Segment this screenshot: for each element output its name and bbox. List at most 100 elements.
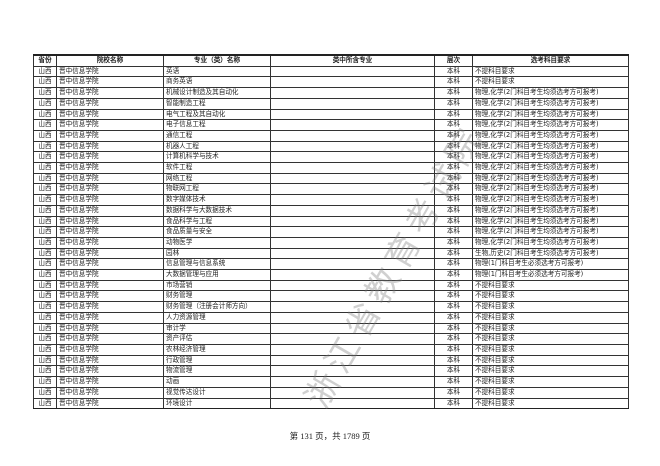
table-cell: 食品科学与工程 xyxy=(163,215,271,228)
table-cell: 本科 xyxy=(434,108,473,121)
admission-table: 省份 院校名称 专业（类）名称 类中所含专业 层次 选考科目要求 山西 晋中信息学院 英语 本科… xyxy=(33,53,629,410)
table-cell: 晋中信息学院 xyxy=(56,97,164,110)
table-cell: 山西 xyxy=(33,119,57,131)
table-cell: 英语 xyxy=(163,65,271,78)
table-cell: 农林经济管理 xyxy=(163,343,271,356)
table-cell: 晋中信息学院 xyxy=(56,247,164,260)
table-row: 山西 晋中信息学院 食品科学与工程 本科 物理,化学(2门科目考生均须选考方可报考) xyxy=(33,215,629,228)
table-cell: 人力资源管理 xyxy=(163,311,271,324)
table-cell: 不提科目要求 xyxy=(472,322,629,335)
table-cell xyxy=(270,279,435,292)
table-cell: 大数据管理与应用 xyxy=(163,269,271,281)
table-cell: 山西 xyxy=(33,140,57,153)
table-cell xyxy=(270,172,435,185)
table-row: 山西 晋中信息学院 视觉传达设计 本科 不提科目要求 xyxy=(33,386,629,399)
table-cell: 物理,化学(2门科目考生均须选考方可报考) xyxy=(472,236,629,249)
column-header: 省份 xyxy=(33,53,57,67)
table-cell: 晋中信息学院 xyxy=(56,162,164,174)
table-row: 山西 晋中信息学院 行政管理 本科 不提科目要求 xyxy=(33,354,629,367)
table-cell: 山西 xyxy=(33,87,57,99)
table-row: 山西 晋中信息学院 商务英语 本科 不提科目要求 xyxy=(33,76,629,89)
table-cell: 物理,化学(2门科目考生均须选考方可报考) xyxy=(472,140,629,153)
table-cell xyxy=(270,301,435,313)
table-cell: 物理,化学(2门科目考生均须选考方可报考) xyxy=(472,194,629,206)
table-cell: 晋中信息学院 xyxy=(56,108,164,121)
table-cell: 本科 xyxy=(434,236,473,249)
table-cell: 不提科目要求 xyxy=(472,376,629,388)
table-cell: 山西 xyxy=(33,354,57,367)
table-cell: 山西 xyxy=(33,162,57,174)
table-cell: 晋中信息学院 xyxy=(56,301,164,313)
table-cell: 行政管理 xyxy=(163,354,271,367)
table-cell: 山西 xyxy=(33,397,57,410)
table-cell: 本科 xyxy=(434,343,473,356)
table-cell xyxy=(270,397,435,410)
table-cell: 山西 xyxy=(33,65,57,78)
table-cell: 物理,化学(2门科目考生均须选考方可报考) xyxy=(472,226,629,238)
table-cell xyxy=(270,343,435,356)
table-cell: 本科 xyxy=(434,333,473,345)
table-row: 山西 晋中信息学院 软件工程 本科 物理,化学(2门科目考生均须选考方可报考) xyxy=(33,162,629,174)
table-cell: 晋中信息学院 xyxy=(56,215,164,228)
table-cell xyxy=(270,119,435,131)
table-cell: 山西 xyxy=(33,172,57,185)
table-cell: 不提科目要求 xyxy=(472,333,629,345)
table-row: 山西 晋中信息学院 财务管理 本科 不提科目要求 xyxy=(33,290,629,303)
table-cell: 物理,化学(2门科目考生均须选考方可报考) xyxy=(472,87,629,99)
table-cell: 物理,化学(2门科目考生均须选考方可报考) xyxy=(472,97,629,110)
page-footer: 第 131 页，共 1789 页 xyxy=(289,431,371,441)
table-row: 山西 晋中信息学院 信息管理与信息系统 本科 物理(1门科目考生必须选考方可报考) xyxy=(33,258,629,271)
table-cell: 本科 xyxy=(434,258,473,271)
table-cell xyxy=(270,204,435,217)
table-cell xyxy=(270,65,435,78)
table-cell: 晋中信息学院 xyxy=(56,204,164,217)
table-cell: 食品质量与安全 xyxy=(163,226,271,238)
table-cell xyxy=(270,322,435,335)
table-cell: 财务管理 xyxy=(163,290,271,303)
table-cell xyxy=(270,183,435,196)
table-cell: 物理,化学(2门科目考生均须选考方可报考) xyxy=(472,183,629,196)
table-cell: 不提科目要求 xyxy=(472,76,629,89)
table-cell xyxy=(270,108,435,121)
table-cell: 晋中信息学院 xyxy=(56,194,164,206)
table-cell: 晋中信息学院 xyxy=(56,87,164,99)
table-cell: 不提科目要求 xyxy=(472,290,629,303)
table-cell: 本科 xyxy=(434,279,473,292)
table-cell: 本科 xyxy=(434,397,473,410)
table-cell: 山西 xyxy=(33,333,57,345)
table-row: 山西 晋中信息学院 环境设计 本科 不提科目要求 xyxy=(33,397,629,410)
table-cell: 数字媒体技术 xyxy=(163,194,271,206)
table-cell: 物理,化学(2门科目考生均须选考方可报考) xyxy=(472,119,629,131)
table-cell: 山西 xyxy=(33,311,57,324)
table-cell: 本科 xyxy=(434,226,473,238)
table-cell: 机器人工程 xyxy=(163,140,271,153)
table-cell: 不提科目要求 xyxy=(472,354,629,367)
table-row: 山西 晋中信息学院 智能制造工程 本科 物理,化学(2门科目考生均须选考方可报考) xyxy=(33,97,629,110)
table-cell: 山西 xyxy=(33,376,57,388)
table-cell: 物理,化学(2门科目考生均须选考方可报考) xyxy=(472,162,629,174)
table-row: 山西 晋中信息学院 电气工程及其自动化 本科 物理,化学(2门科目考生均须选考方可报考) xyxy=(33,108,629,121)
table-cell: 山西 xyxy=(33,279,57,292)
table-cell xyxy=(270,162,435,174)
table-cell xyxy=(270,311,435,324)
table-cell: 晋中信息学院 xyxy=(56,258,164,271)
table-cell: 晋中信息学院 xyxy=(56,65,164,78)
table-cell: 山西 xyxy=(33,97,57,110)
table-cell: 晋中信息学院 xyxy=(56,365,164,378)
table-cell: 环境设计 xyxy=(163,397,271,410)
table-cell: 山西 xyxy=(33,183,57,196)
table-cell: 晋中信息学院 xyxy=(56,343,164,356)
table-cell: 机械设计制造及其自动化 xyxy=(163,87,271,99)
table-cell: 晋中信息学院 xyxy=(56,397,164,410)
table-cell: 本科 xyxy=(434,376,473,388)
table-cell: 山西 xyxy=(33,76,57,89)
table-cell xyxy=(270,365,435,378)
table-cell: 晋中信息学院 xyxy=(56,183,164,196)
table-row: 山西 晋中信息学院 数字媒体技术 本科 物理,化学(2门科目考生均须选考方可报考) xyxy=(33,194,629,206)
table-cell: 视觉传达设计 xyxy=(163,386,271,399)
table-row: 山西 晋中信息学院 动画 本科 不提科目要求 xyxy=(33,376,629,388)
table-cell: 不提科目要求 xyxy=(472,301,629,313)
table-cell: 商务英语 xyxy=(163,76,271,89)
table-row: 山西 晋中信息学院 动物医学 本科 物理,化学(2门科目考生均须选考方可报考) xyxy=(33,236,629,249)
table-row: 山西 晋中信息学院 物流管理 本科 不提科目要求 xyxy=(33,365,629,378)
